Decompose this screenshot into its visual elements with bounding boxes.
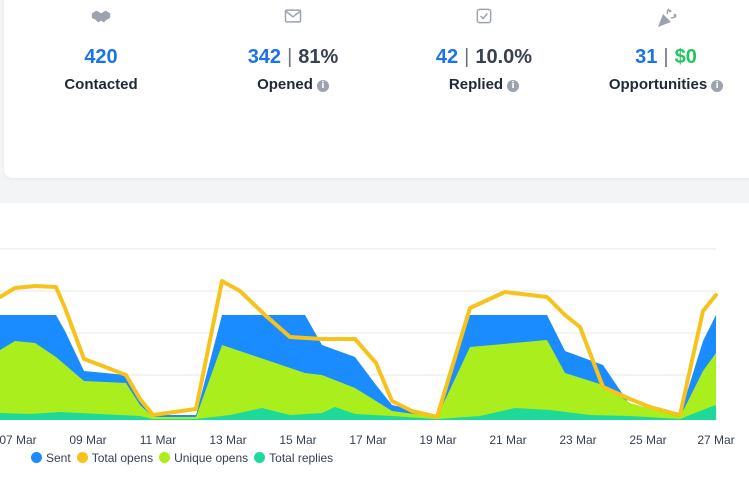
info-icon[interactable]: i [711,80,724,92]
x-tick-label: 07 Mar [0,433,37,447]
stat-label-row: Opened i [203,76,383,93]
stat-value: 42 | 10.0% [394,46,574,69]
chart-card [0,203,749,483]
stat-primary-value: 42 [435,46,459,68]
legend-swatch [31,452,42,463]
info-icon[interactable]: i [316,80,329,92]
legend-item[interactable]: Total opens [76,451,154,465]
legend-item[interactable]: Unique opens [159,451,248,465]
checkbox-icon [473,6,495,28]
total-replies-series-area [0,405,716,420]
x-tick-label: 09 Mar [69,433,106,447]
envelope-icon [282,6,304,28]
x-tick-label: 11 Mar [140,433,176,447]
x-tick-label: 13 Mar [209,433,246,447]
stat-primary-value: 420 [84,46,118,68]
stat-separator: | [663,46,669,68]
stat-label: Opened [257,76,313,93]
legend-item[interactable]: Sent [31,451,71,465]
x-tick-label: 23 Mar [559,433,596,447]
unique-opens-series-area [0,340,716,420]
stat-label-row: Replied i [394,76,574,93]
x-axis: 07 Mar 09 Mar 11 Mar 13 Mar 15 Mar 17 Mar 19 M… [0,433,735,447]
stat-separator: | [464,46,470,68]
stat-label-row: Opportunities i [576,76,749,93]
handshake-icon [90,6,112,28]
stat-primary-value: 31 [635,46,658,68]
stats-card [4,0,749,178]
timeline-chart: 07 Mar 09 Mar 11 Mar 13 Mar 15 Mar 17 Mar 19 M… [0,248,735,447]
stat-secondary-value: 10.0% [475,46,533,68]
legend-label: Sent [46,451,71,465]
x-tick-label: 25 Mar [629,433,666,447]
stat-label-row: Contacted [11,76,191,93]
legend-label: Unique opens [174,451,249,465]
x-tick-label: 27 Mar [697,433,734,447]
legend-item[interactable]: Total replies [254,451,333,465]
info-icon[interactable]: i [507,80,520,92]
chart-legend: Sent Total opens Unique opens Total replies [31,451,339,465]
stat-label: Contacted [64,76,138,93]
stat-separator: | [287,46,293,68]
stat-value: 342 | 81% [203,46,383,69]
stat-label: Opportunities [608,76,708,93]
stat-secondary-value: 81% [298,46,339,68]
total-opens-series-line [0,279,718,419]
legend-swatch [76,452,88,463]
x-tick-label: 15 Mar [279,433,316,447]
x-tick-label: 19 Mar [419,433,456,447]
party-popper-icon [655,6,677,28]
legend-label: Total opens [91,451,154,465]
stat-value: 420 [11,46,191,69]
x-tick-label: 21 Mar [489,433,526,447]
x-tick-label: 17 Mar [349,433,386,447]
stat-label: Replied [448,76,504,93]
legend-label: Total replies [269,451,334,465]
legend-swatch [254,452,266,463]
stat-value: 31 | $0 [576,46,749,69]
stat-secondary-value: $0 [674,46,697,68]
legend-swatch [159,452,171,463]
stat-primary-value: 342 [247,46,282,68]
